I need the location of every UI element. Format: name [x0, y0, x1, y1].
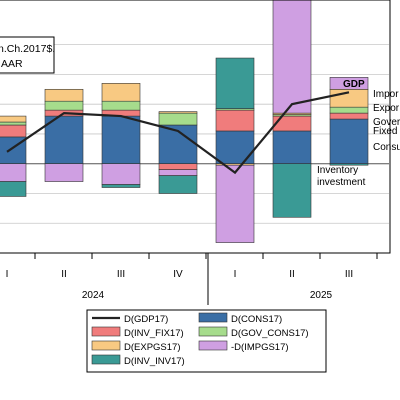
- bar-gov-6: [329, 106, 369, 114]
- units-label-box: n.Ch.2017$. AAR: [0, 36, 55, 74]
- bar-inv_inv-0: [0, 181, 27, 197]
- bar-impgs-6: [329, 77, 369, 90]
- bar-inv_inv-3: [158, 175, 198, 194]
- bar-impgs-2: [101, 163, 141, 185]
- bar-cons-6: [329, 118, 369, 165]
- bar-inv_inv-4: [215, 57, 255, 109]
- x-tick-label: III: [345, 269, 353, 280]
- legend-label-cons: D(CONS17): [231, 314, 282, 325]
- bar-cons-5: [272, 130, 312, 165]
- gdp-line: [6, 91, 350, 175]
- legend-swatch-inv_fix: [91, 326, 121, 337]
- series-end-labels: Impor Expor Gover Fixed Consu: [373, 89, 400, 153]
- bar-expgs-1: [44, 88, 84, 102]
- legend-label-inv_fix: D(INV_FIX17): [124, 328, 184, 339]
- legend-swatch-inv_inv: [91, 354, 121, 365]
- plot-frame: [0, 0, 391, 254]
- x-axis: I II III IV I II III: [6, 253, 378, 305]
- gdp-annotation: GDP: [343, 79, 365, 90]
- end-label-exports: Expor: [373, 103, 400, 114]
- end-label-government: Gover: [373, 117, 400, 128]
- bar-inv_fix-3: [158, 163, 198, 170]
- bar-expgs-6: [329, 88, 369, 108]
- gdp-line-path: [6, 91, 350, 175]
- inventory-annotation-line1: Inventory: [317, 165, 358, 176]
- bar-cons-1: [44, 115, 84, 165]
- bar-impgs-0: [0, 163, 27, 182]
- end-label-imports: Impor: [373, 89, 399, 100]
- legend-swatch-cons: [198, 312, 228, 323]
- bar-gov-3: [158, 112, 198, 126]
- x-tick-label: III: [117, 269, 125, 280]
- legend: D(GDP17) D(CONS17) D(INV_FIX17) D(GOV_CONS1…: [86, 309, 327, 373]
- inventory-annotation-line2: investment: [317, 177, 366, 188]
- end-label-fixed: Fixed: [373, 126, 397, 137]
- bar-impgs-3: [158, 169, 198, 176]
- bar-impgs-1: [44, 163, 84, 182]
- legend-label-impgs: -D(IMPGS17): [231, 342, 289, 353]
- bar-expgs-3: [158, 111, 198, 114]
- year-label-2024: 2024: [82, 290, 105, 301]
- bar-inv_fix-4: [215, 109, 255, 132]
- x-tick-label: I: [234, 269, 237, 280]
- bar-impgs-4: [215, 164, 255, 243]
- legend-swatch-expgs: [91, 340, 121, 351]
- bar-inv_inv-2: [101, 184, 141, 188]
- bar-impgs-5: [272, 0, 312, 114]
- x-tick-label: I: [6, 269, 9, 280]
- legend-swatch-gov: [198, 326, 228, 337]
- year-labels: 2024 2025: [82, 290, 333, 301]
- bar-expgs-2: [101, 83, 141, 102]
- legend-label-inv_inv: D(INV_INV17): [124, 356, 185, 367]
- bar-inv_fix-6: [329, 112, 369, 120]
- bar-expgs-0: [0, 115, 27, 123]
- bar-cons-2: [101, 115, 141, 165]
- units-label-line1: n.Ch.2017$.: [0, 43, 55, 55]
- legend-label-gov: D(GOV_CONS17): [231, 328, 309, 339]
- legend-label-expgs: D(EXPGS17): [124, 342, 181, 353]
- bar-inv_fix-0: [0, 124, 27, 138]
- units-label-line2: AAR: [1, 58, 23, 70]
- bar-inv_fix-5: [272, 115, 312, 132]
- bar-gov-1: [44, 100, 84, 111]
- bar-cons-4: [215, 130, 255, 165]
- x-tick-label: II: [61, 269, 67, 280]
- year-label-2025: 2025: [310, 290, 333, 301]
- end-label-consumption: Consu: [373, 142, 400, 153]
- bar-inv_inv-5: [272, 163, 312, 218]
- legend-label-gdp: D(GDP17): [124, 314, 168, 325]
- bar-gov-0: [0, 121, 27, 126]
- bar-inv_inv-6: [329, 163, 369, 166]
- x-tick-label: IV: [173, 269, 183, 280]
- bar-gov-2: [101, 100, 141, 111]
- stacked-bars: [0, 0, 369, 243]
- x-tick-label: II: [289, 269, 295, 280]
- legend-swatch-impgs: [198, 340, 228, 351]
